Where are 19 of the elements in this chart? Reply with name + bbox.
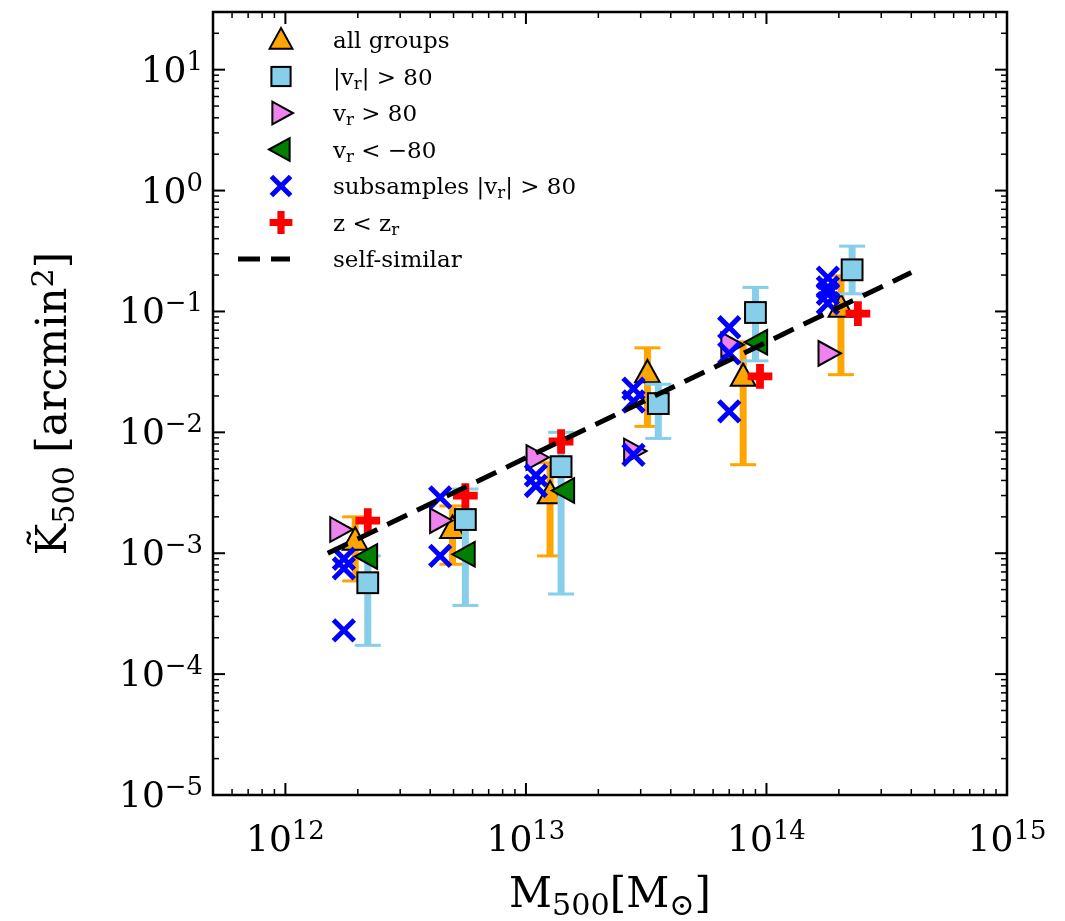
legend-label: |v$_{r}$| > 80 — [333, 63, 433, 93]
x-tick-label: 10$^{13}$ — [486, 815, 566, 859]
y-tick-label: 10$^{−1}$ — [118, 287, 203, 332]
x-tick-label: 10$^{12}$ — [246, 815, 325, 859]
legend-label: v$_{r}$ > 80 — [332, 100, 418, 130]
y-tick-label: 10$^{−3}$ — [118, 529, 203, 574]
x-tick-label: 10$^{15}$ — [967, 815, 1047, 859]
legend-label: v$_{r}$ < −80 — [332, 136, 437, 166]
legend-label: z < z$_{r}$ — [333, 209, 400, 239]
legend-label: self-similar — [333, 246, 462, 272]
x-tick-label: 10$^{14}$ — [727, 815, 806, 859]
legend-label: all groups — [333, 27, 450, 53]
y-tick-label: 10$^{−4}$ — [118, 650, 203, 695]
y-tick-label: 10$^{−2}$ — [118, 408, 203, 453]
legend-label: subsamples |v$_{r}$| > 80 — [333, 173, 577, 203]
y-tick-label: 10$^{−5}$ — [118, 771, 203, 815]
y-tick-label: 10$^{1}$ — [140, 45, 203, 90]
y-tick-label: 10$^{0}$ — [140, 166, 203, 211]
x-axis-title: M$_{500}$[M$_{⊙}$] — [509, 868, 711, 921]
